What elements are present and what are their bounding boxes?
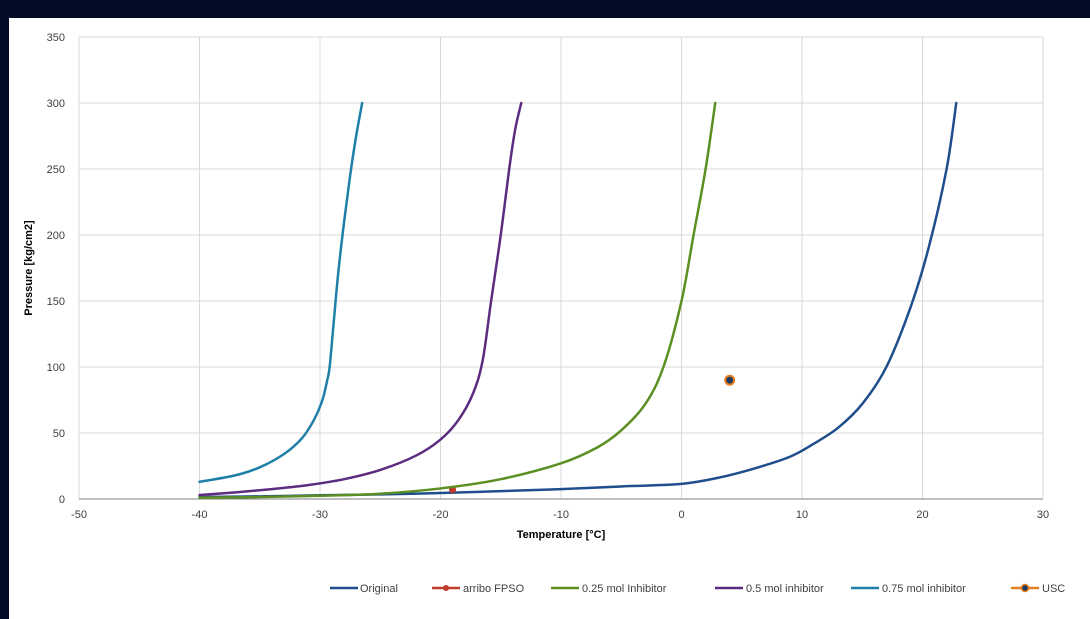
chart-frame: -50 -40 -30 -20 -10 0 10 20 30 0 50 100 150 200 250 300… [9,18,1090,619]
legend-marker-arribo-fpso [443,585,449,591]
legend-item-0-75-mol-inhibitor: 0.75 mol inhibitor [851,583,966,595]
y-tick-label: 300 [47,98,65,110]
y-tick-label: 50 [53,428,65,440]
series-layer [198,101,958,499]
legend-item-0-25-mol-inhibitor: 0.25 mol Inhibitor [551,583,667,595]
x-tick-label: -40 [192,509,208,521]
legend-label-usc: USC [1042,583,1065,595]
grid [78,36,1044,499]
legend-label-arribo-fpso: arribo FPSO [463,583,525,595]
y-tick-label: 150 [47,296,65,308]
axes: -50 -40 -30 -20 -10 0 10 20 30050100150200250300… [47,32,1049,521]
y-tick-label: 250 [47,164,65,176]
x-tick-label: -20 [433,509,449,521]
legend: Original arribo FPSO 0.25 mol Inhibitor 0.5… [330,583,1065,595]
legend-marker-usc [1020,583,1030,593]
legend-item-usc: USC [1011,583,1065,595]
y-tick-label: 350 [47,32,65,44]
x-tick-label: 20 [916,509,928,521]
legend-label-0-75-mol-inhibitor: 0.75 mol inhibitor [882,583,966,595]
y-axis-title: Pressure [kg/cm2] [23,220,35,316]
point-usc [724,374,736,386]
x-tick-label: 0 [678,509,684,521]
x-axis-title: Temperature [°C] [517,529,606,541]
series-line-0-5-mol-inhibitor [198,101,523,497]
legend-item-0-5-mol-inhibitor: 0.5 mol inhibitor [715,583,824,595]
legend-label-0-25-mol-inhibitor: 0.25 mol Inhibitor [582,583,667,595]
legend-item-original: Original [330,583,398,595]
x-tick-label: 10 [796,509,808,521]
x-tick-label: -30 [312,509,328,521]
x-tick-label: 30 [1037,509,1049,521]
chart: -50 -40 -30 -20 -10 0 10 20 30050100150200250300… [23,32,1065,595]
series-line-0-25-mol-inhibitor [198,101,717,499]
legend-label-original: Original [360,583,398,595]
legend-item-arribo-fpso: arribo FPSO [432,583,525,595]
legend-label-0-5-mol-inhibitor: 0.5 mol inhibitor [746,583,824,595]
y-tick-label: 100 [47,362,65,374]
y-tick-label: 200 [47,230,65,242]
series-line-0-75-mol-inhibitor [198,101,364,484]
series-line-original [198,101,958,499]
x-tick-label: -10 [553,509,569,521]
y-tick-label: 0 [59,494,65,506]
x-tick-label: -50 [71,509,87,521]
